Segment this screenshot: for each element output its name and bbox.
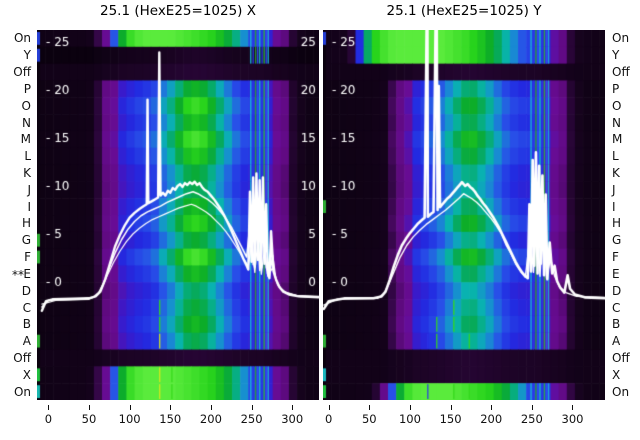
row-label-right-k-8: K [612, 165, 620, 180]
row-label-right-off-2: Off [612, 65, 630, 80]
row-label-left-off-19: Off [13, 350, 31, 365]
row-label-left-i-10: I [27, 199, 31, 214]
x-axis-tick-label: 100 [398, 412, 421, 426]
row-label-left-on-21: On [13, 384, 31, 399]
row-label-right-e-14: E [612, 266, 620, 281]
x-axis-tick-label: 0 [44, 412, 53, 426]
row-label-left-m-6: M [20, 132, 31, 147]
row-label-left-k-8: K [23, 165, 31, 180]
x-axis-tick [328, 405, 330, 410]
row-label-left-n-5: N [22, 115, 31, 130]
row-label-right-x-20: X [612, 367, 621, 382]
row-label-right-j-9: J [612, 182, 616, 197]
x-axis-tick-label: 250 [240, 412, 263, 426]
row-label-left-x-20: X [22, 367, 31, 382]
x-axis-tick-label: 100 [118, 412, 141, 426]
row-label-left-e-14: E [23, 266, 31, 281]
x-axis-tick [572, 405, 574, 410]
x-axis-tick [89, 405, 90, 410]
x-axis-tick [450, 405, 452, 410]
row-label-right-off-19: Off [612, 350, 630, 365]
row-label-left-c-16: C [22, 300, 31, 315]
row-label-left-b-17: B [22, 317, 31, 332]
row-label-left-off-2: Off [13, 65, 31, 80]
row-label-right-n-5: N [612, 115, 621, 130]
x-axis-tick-label: 250 [520, 412, 543, 426]
row-label-left-d-15: D [21, 283, 31, 298]
x-axis-tick [491, 405, 493, 410]
row-label-right-m-6: M [612, 132, 623, 147]
row-label-left-a-18: A [22, 334, 31, 349]
x-axis-tick-label: 300 [281, 412, 304, 426]
x-axis-tick-label: 150 [439, 412, 462, 426]
row-label-right-o-4: O [612, 98, 622, 113]
x-axis-tick [48, 405, 50, 410]
row-label-left-g-12: G [21, 233, 31, 248]
row-label-right-b-17: B [612, 317, 621, 332]
row-label-right-i-10: I [612, 199, 616, 214]
row-label-right-a-18: A [612, 334, 621, 349]
x-axis-tick-label: 200 [480, 412, 503, 426]
x-axis-tick [129, 405, 131, 410]
x-axis-tick-label: 50 [81, 412, 97, 426]
row-label-left-f-13: F [24, 250, 31, 265]
x-axis-tick-label: 150 [159, 412, 182, 426]
row-label-right-p-3: P [612, 81, 620, 96]
heatmap-canvas-x [37, 30, 319, 400]
x-axis-tick [170, 405, 172, 410]
panel-title-y: 25.1 (HexE25=1025) Y [386, 3, 542, 19]
x-axis-tick [210, 405, 212, 410]
row-label-right-g-12: G [612, 233, 622, 248]
row-label-right-on-0: On [612, 31, 630, 46]
row-label-left-o-4: O [21, 98, 31, 113]
x-axis-tick-label: 50 [361, 412, 377, 426]
row-label-right-h-11: H [612, 216, 622, 231]
x-axis-tick [531, 405, 533, 410]
row-label-right-f-13: F [612, 250, 619, 265]
panel-title-x: 25.1 (HexE25=1025) X [99, 3, 256, 19]
row-label-right-y-1: Y [612, 48, 620, 63]
x-axis-tick-label: 200 [199, 412, 222, 426]
x-axis-tick-label: 300 [561, 412, 584, 426]
row-label-left-y-1: Y [23, 48, 31, 63]
x-axis-tick [409, 405, 411, 410]
row-label-left-j-9: J [27, 182, 31, 197]
row-label-left-p-3: P [23, 81, 31, 96]
row-label-left-l-7: L [24, 149, 31, 164]
x-axis-tick [251, 405, 253, 410]
heatmap-canvas-y [323, 30, 605, 400]
x-axis-tick-label: 0 [325, 412, 333, 426]
row-label-left-h-11: H [21, 216, 31, 231]
row-label-right-l-7: L [612, 149, 619, 164]
x-axis-tick [292, 405, 294, 410]
row-label-right-on-21: On [612, 384, 630, 399]
row-label-left-on-0: On [13, 31, 31, 46]
x-axis-tick [369, 405, 371, 410]
row-label-right-c-16: C [612, 300, 621, 315]
row-e-star-marker: ** [12, 267, 24, 282]
row-label-right-d-15: D [612, 283, 622, 298]
